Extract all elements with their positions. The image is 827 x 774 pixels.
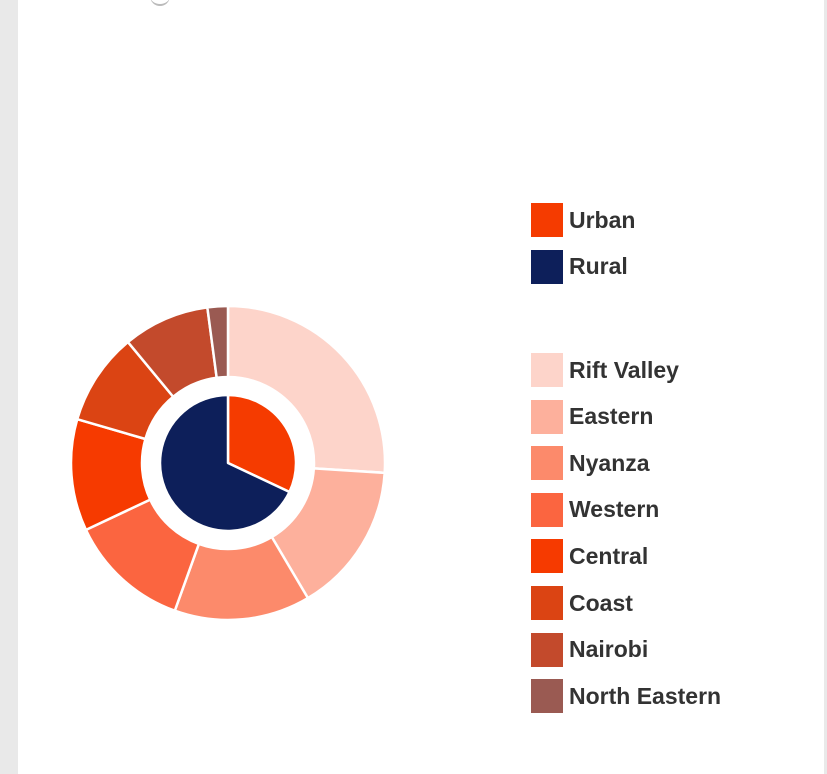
legend-item-coast: Coast <box>531 586 633 620</box>
legend-swatch <box>531 492 563 527</box>
outer-ring-slice-rift-valley <box>226 304 387 475</box>
legend-item-eastern: Eastern <box>531 399 654 434</box>
legend-swatch <box>531 679 563 714</box>
legend-item-nyanza: Nyanza <box>531 446 650 481</box>
legend-swatch <box>531 632 563 667</box>
legend-item-north-eastern: North Eastern <box>531 679 722 714</box>
legend-item-western: Western <box>531 492 660 527</box>
legend-label: Eastern <box>569 403 654 430</box>
legend-label: Western <box>569 496 660 523</box>
legend-swatch <box>531 399 563 434</box>
legend-label: Nyanza <box>569 449 650 476</box>
inner-ring-slice-rural <box>158 393 291 533</box>
legend-label: Central <box>569 542 649 569</box>
legend-label: Rural <box>569 253 628 280</box>
legend-swatch <box>531 446 563 481</box>
legend-label: Rift Valley <box>569 356 679 383</box>
legend-swatch <box>531 249 563 284</box>
legend-item-central: Central <box>531 539 649 574</box>
legend-item-urban: Urban <box>531 203 635 237</box>
legend-label: North Eastern <box>569 682 722 709</box>
legend-swatch <box>531 353 563 387</box>
legend-swatch <box>531 203 563 237</box>
legend-item-nairobi: Nairobi <box>531 632 649 667</box>
inner-ring-slice-urban <box>226 393 298 494</box>
legend-label: Nairobi <box>569 636 649 663</box>
decorative-arc <box>150 0 170 6</box>
legend-label: Coast <box>569 589 633 616</box>
legend-swatch <box>531 586 563 620</box>
legend-swatch <box>531 539 563 574</box>
legend-item-rift-valley: Rift Valley <box>531 353 679 387</box>
outer-ring-slice-north-eastern <box>206 304 230 379</box>
legend-item-rural: Rural <box>531 249 628 284</box>
legend-label: Urban <box>569 206 636 233</box>
